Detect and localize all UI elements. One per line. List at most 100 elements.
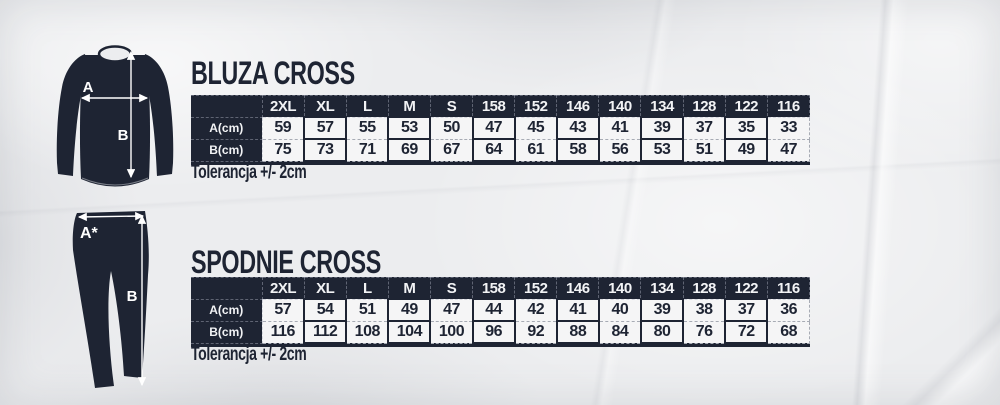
size-value-cell: 100 [429, 320, 474, 344]
size-value-cell: 42 [514, 298, 558, 322]
size-value-cell: 47 [429, 298, 474, 322]
size-column-header: 158 [472, 277, 516, 300]
size-value-cell: 51 [345, 298, 389, 322]
size-column-header: 122 [724, 277, 768, 300]
size-value-cell: 39 [639, 298, 685, 322]
size-value-cell: 61 [514, 138, 558, 162]
measurement-row: B(cm) 116 112 108 104 100 96 92 88 84 80 76 72 68 [191, 320, 811, 344]
measurement-row: B(cm) 75 73 71 69 67 64 61 58 56 53 51 49 47 [191, 138, 811, 162]
size-value-cell: 72 [724, 320, 769, 344]
size-value-cell: 38 [682, 298, 726, 322]
tolerance-note-bluza: Tolerancja +/- 2cm [191, 162, 307, 183]
size-value-cell: 53 [387, 116, 432, 140]
size-column-header: XL [303, 277, 347, 300]
size-column-header: 140 [598, 277, 642, 300]
size-value-cell: 67 [429, 138, 474, 162]
size-column-header: 146 [556, 277, 600, 300]
size-value-cell: 57 [261, 298, 305, 322]
tolerance-note-spodnie: Tolerancja +/- 2cm [191, 344, 307, 365]
waist-arrow [77, 211, 145, 222]
measurement-row: A(cm) 57 54 51 49 47 44 42 41 40 39 38 37 36 [191, 298, 811, 322]
size-value-cell: 49 [387, 298, 432, 322]
row-label: A(cm) [191, 298, 263, 322]
size-value-cell: 53 [639, 138, 685, 162]
row-label: B(cm) [191, 320, 263, 344]
size-value-cell: 49 [724, 138, 769, 162]
size-column-header: XL [303, 95, 347, 118]
size-column-header: L [345, 95, 389, 118]
size-value-cell: 41 [598, 116, 642, 140]
size-value-cell: 71 [345, 138, 389, 162]
measure-b-label: B [127, 288, 138, 305]
row-label: A(cm) [191, 116, 263, 140]
collar-opening [97, 45, 133, 63]
size-value-cell: 35 [724, 116, 769, 140]
size-column-header: 128 [682, 277, 726, 300]
size-value-cell: 108 [345, 320, 389, 344]
size-value-cell: 33 [766, 116, 811, 140]
measure-a-label: A* [80, 225, 99, 242]
size-column-header: 158 [472, 95, 516, 118]
measure-a-label: A [83, 79, 94, 96]
size-value-cell: 116 [261, 320, 305, 344]
size-column-header: M [387, 95, 431, 118]
size-value-cell: 75 [261, 138, 305, 162]
size-value-cell: 73 [303, 138, 348, 162]
sweatshirt-illustration: A B [56, 45, 174, 187]
size-value-cell: 58 [555, 138, 600, 162]
size-column-header: L [345, 277, 389, 300]
size-value-cell: 84 [598, 320, 642, 344]
size-value-cell: 39 [639, 116, 685, 140]
size-value-cell: 37 [682, 116, 726, 140]
size-column-header: 128 [682, 95, 726, 118]
size-column-header: 146 [556, 95, 600, 118]
section-title-bluza: BLUZA CROSS [191, 55, 355, 91]
bluza-size-table: 2XL XL L M S 158 152 146 140 134 128 122 116 A(cm) 59 5… [191, 95, 811, 162]
table-corner-cell [191, 95, 263, 118]
size-value-cell: 59 [261, 116, 305, 140]
size-value-cell: 68 [766, 320, 811, 344]
size-column-header: 2XL [261, 95, 305, 118]
size-column-header: S [429, 277, 474, 300]
size-column-header: 152 [514, 95, 558, 118]
spodnie-size-table: 2XL XL L M S 158 152 146 140 134 128 122 116 A(cm) 57 5… [191, 277, 811, 344]
bluza-table-frame: 2XL XL L M S 158 152 146 140 134 128 122 116 A(cm) 59 5… [191, 95, 811, 165]
size-value-cell: 92 [514, 320, 558, 344]
size-value-cell: 96 [471, 320, 516, 344]
pants-silhouette [72, 211, 149, 388]
row-label: B(cm) [191, 138, 263, 162]
size-value-cell: 37 [724, 298, 769, 322]
size-column-header: 116 [766, 95, 811, 118]
size-value-cell: 88 [555, 320, 600, 344]
size-value-cell: 104 [387, 320, 432, 344]
size-value-cell: 80 [639, 320, 685, 344]
size-column-header: 152 [514, 277, 558, 300]
size-column-header: 2XL [261, 277, 305, 300]
size-value-cell: 54 [303, 298, 348, 322]
size-column-header: 140 [598, 95, 642, 118]
size-value-cell: 41 [555, 298, 600, 322]
size-value-cell: 55 [345, 116, 389, 140]
size-value-cell: 69 [387, 138, 432, 162]
table-corner-cell [191, 277, 263, 300]
size-value-cell: 64 [471, 138, 516, 162]
measure-b-label: B [118, 127, 129, 144]
size-value-cell: 112 [303, 320, 348, 344]
size-value-cell: 44 [471, 298, 516, 322]
size-value-cell: 47 [471, 116, 516, 140]
size-column-header: 134 [640, 95, 684, 118]
size-value-cell: 50 [429, 116, 474, 140]
size-value-cell: 56 [598, 138, 642, 162]
pants-illustration: A* B [72, 211, 149, 388]
size-value-cell: 43 [555, 116, 600, 140]
section-title-spodnie: SPODNIE CROSS [191, 244, 381, 280]
size-value-cell: 76 [682, 320, 726, 344]
size-column-header: 116 [766, 277, 811, 300]
spodnie-table-frame: 2XL XL L M S 158 152 146 140 134 128 122 116 A(cm) 57 5… [191, 277, 811, 347]
size-value-cell: 36 [766, 298, 811, 322]
sweatshirt-silhouette [56, 45, 174, 187]
size-value-cell: 57 [303, 116, 348, 140]
size-value-cell: 51 [682, 138, 726, 162]
size-column-header: S [429, 95, 474, 118]
